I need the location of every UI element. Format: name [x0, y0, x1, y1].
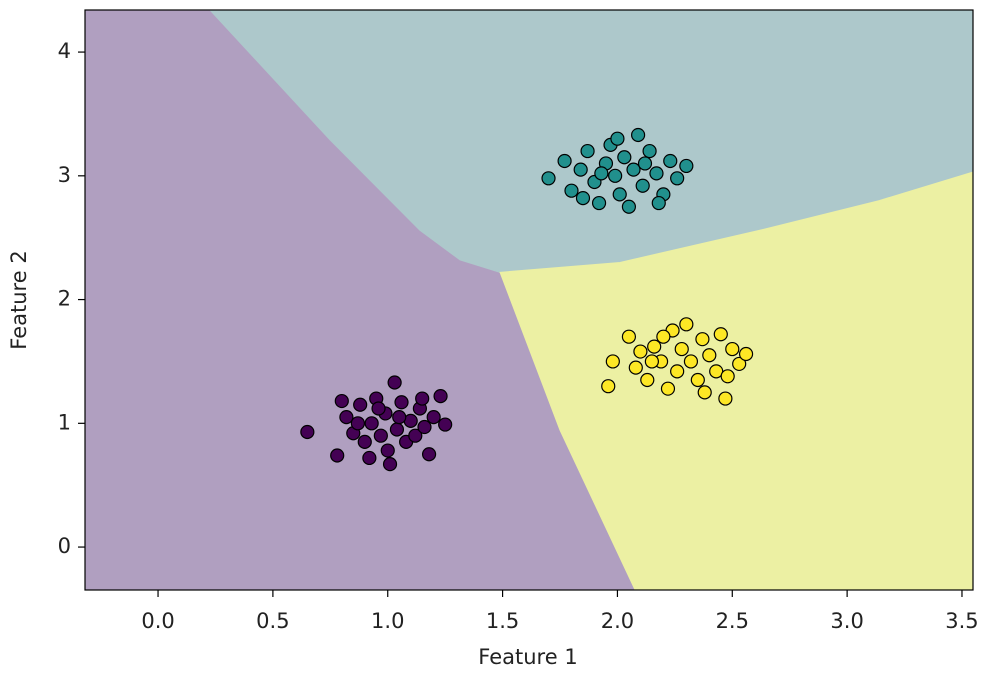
data-point — [350, 416, 365, 431]
data-point — [594, 166, 609, 181]
data-point — [738, 346, 754, 362]
data-point — [610, 131, 625, 146]
data-point — [621, 199, 637, 214]
x-tick-label: 0.5 — [256, 609, 289, 633]
data-point — [580, 143, 595, 159]
data-point — [387, 375, 402, 390]
data-point — [690, 372, 705, 388]
data-point — [382, 457, 398, 472]
x-tick-label: 3.0 — [830, 609, 863, 633]
data-point — [626, 162, 641, 177]
data-point — [438, 417, 453, 432]
data-point — [720, 369, 735, 384]
data-point — [697, 385, 712, 400]
data-point — [642, 143, 657, 159]
data-point — [644, 354, 659, 369]
data-point — [389, 422, 405, 437]
x-tick-label: 1.5 — [486, 609, 519, 633]
data-point — [601, 379, 616, 394]
data-point — [649, 166, 664, 181]
data-point — [679, 158, 694, 174]
data-point — [674, 341, 689, 357]
data-point — [656, 329, 671, 344]
data-point — [725, 341, 740, 357]
x-tick-label: 0.0 — [141, 609, 174, 633]
data-point — [683, 354, 699, 369]
data-point — [732, 356, 747, 372]
data-point — [330, 448, 345, 463]
data-point — [421, 447, 437, 462]
data-point — [353, 397, 368, 412]
data-point — [334, 393, 349, 409]
data-point — [633, 344, 648, 359]
x-tick-label: 3.5 — [945, 609, 978, 633]
x-axis-label: Feature 1 — [478, 645, 577, 669]
data-point — [670, 364, 685, 379]
data-point — [392, 410, 407, 425]
data-point — [621, 329, 637, 344]
data-point — [702, 348, 717, 363]
data-point — [631, 127, 646, 143]
data-point — [679, 317, 694, 332]
data-point — [564, 183, 579, 198]
data-point — [575, 190, 591, 206]
data-point — [660, 381, 676, 396]
data-point — [362, 450, 377, 466]
data-point — [300, 424, 315, 440]
data-point — [612, 187, 627, 202]
y-tick-label: 2 — [58, 287, 71, 311]
data-point — [647, 339, 662, 354]
data-point — [635, 178, 650, 193]
data-point — [695, 332, 710, 347]
y-tick-label: 4 — [58, 39, 71, 63]
data-point — [670, 171, 685, 186]
data-point — [608, 168, 623, 183]
data-point — [718, 391, 733, 406]
data-point — [713, 327, 728, 342]
data-point — [417, 419, 432, 435]
data-point — [651, 195, 666, 211]
data-point — [380, 443, 395, 458]
data-point — [640, 372, 655, 388]
data-point — [591, 195, 607, 211]
y-tick-label: 3 — [58, 163, 71, 187]
data-point — [573, 162, 588, 177]
data-point — [364, 416, 379, 431]
data-point — [541, 171, 556, 186]
y-axis-label: Feature 2 — [7, 250, 31, 349]
data-point — [373, 428, 388, 443]
y-tick-label: 0 — [58, 534, 71, 558]
data-point — [605, 354, 620, 369]
data-point — [637, 156, 653, 171]
y-tick-label: 1 — [58, 410, 71, 434]
x-tick-label: 2.5 — [716, 609, 749, 633]
data-point — [628, 360, 643, 375]
x-tick-label: 1.0 — [371, 609, 404, 633]
data-point — [663, 153, 678, 169]
data-point — [371, 401, 386, 416]
data-point — [339, 410, 354, 425]
data-point — [408, 428, 423, 443]
x-tick-label: 2.0 — [601, 609, 634, 633]
data-point — [426, 410, 441, 425]
data-point — [557, 153, 572, 169]
data-point — [617, 150, 632, 165]
data-point — [433, 388, 448, 404]
data-point — [415, 391, 430, 406]
data-point — [394, 395, 409, 410]
data-point — [357, 434, 372, 449]
